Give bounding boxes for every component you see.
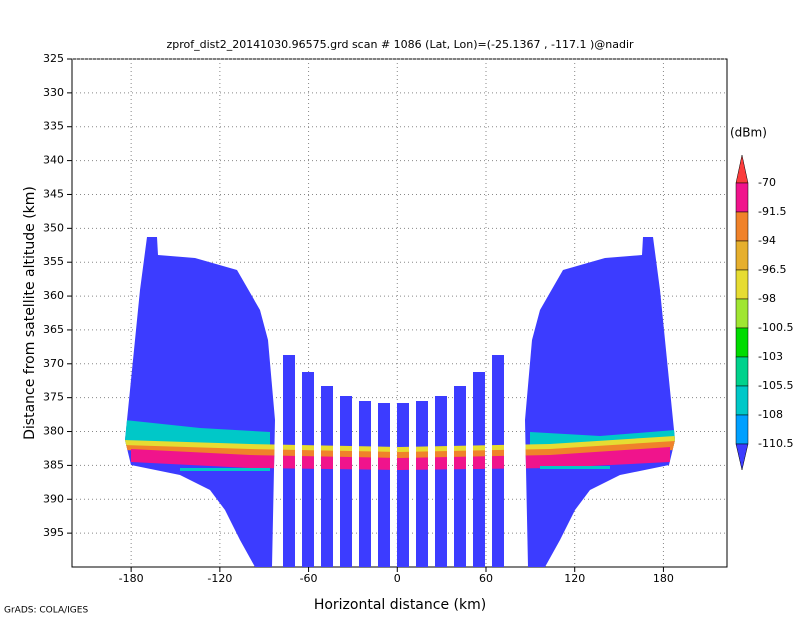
- colorbar-label: -110.5: [758, 437, 793, 450]
- colorbar-label: -91.5: [758, 205, 786, 218]
- colorbar-title: (dBm): [730, 126, 767, 140]
- x-tick-label: -120: [207, 572, 232, 585]
- x-tick-label: -60: [300, 572, 318, 585]
- field-base: [125, 237, 675, 567]
- colorbar-triangle: [735, 443, 749, 471]
- y-tick-label: 345: [43, 187, 64, 200]
- colorbar-label: -94: [758, 234, 776, 247]
- colorbar-box: [735, 356, 749, 387]
- x-tick-label: 120: [564, 572, 585, 585]
- field-cyan: [125, 420, 270, 446]
- field: [125, 237, 675, 567]
- field-speck: [180, 468, 270, 471]
- field-orange: [125, 441, 675, 459]
- y-tick-label: 350: [43, 221, 64, 234]
- y-tick-label: 340: [43, 154, 64, 167]
- y-tick-label: 390: [43, 492, 64, 505]
- x-tick-label: 60: [479, 572, 493, 585]
- x-tick-label: 0: [394, 572, 401, 585]
- colorbar-box: [735, 298, 749, 329]
- y-tick-label: 380: [43, 425, 64, 438]
- y-tick-label: 355: [43, 255, 64, 268]
- y-tick-label: 385: [43, 458, 64, 471]
- colorbar-triangle: [735, 154, 749, 184]
- y-tick-label: 335: [43, 120, 64, 133]
- x-tick-label: -180: [119, 572, 144, 585]
- colorbar-label: -100.5: [758, 321, 793, 334]
- y-tick-label: 330: [43, 86, 64, 99]
- colorbar-box: [735, 414, 749, 445]
- colorbar-label: -105.5: [758, 379, 793, 392]
- colorbar-label: -108: [758, 408, 783, 421]
- colorbar-box: [735, 211, 749, 242]
- colorbar-label: -96.5: [758, 263, 786, 276]
- colorbar: -70 -91.5 -94 -96.5 -98 -100.5 -103 -105.5 -108 -…: [735, 154, 793, 471]
- colorbar-box: [735, 269, 749, 300]
- y-tick-label: 375: [43, 391, 64, 404]
- x-tick-label: 180: [653, 572, 674, 585]
- grid: [72, 58, 727, 567]
- y-axis-label: Distance from satellite altitude (km): [22, 186, 38, 440]
- colorbar-box: [735, 240, 749, 271]
- x-axis-label: Horizontal distance (km): [314, 597, 486, 613]
- field-speck: [540, 466, 610, 469]
- colorbar-box: [735, 385, 749, 416]
- y-tick-label: 360: [43, 289, 64, 302]
- y-tick-label: 365: [43, 323, 64, 336]
- y-tick-label: 370: [43, 357, 64, 370]
- colorbar-box: [735, 182, 749, 213]
- colorbar-label: -103: [758, 350, 783, 363]
- field-pink: [131, 447, 670, 470]
- chart-title: zprof_dist2_20141030.96575.grd scan # 10…: [166, 38, 634, 51]
- credit: GrADS: COLA/IGES: [4, 606, 88, 616]
- y-tick-label: 395: [43, 526, 64, 539]
- colorbar-box: [735, 327, 749, 358]
- y-tick-label: 325: [43, 52, 64, 65]
- colorbar-label: -70: [758, 176, 776, 189]
- colorbar-label: -98: [758, 292, 776, 305]
